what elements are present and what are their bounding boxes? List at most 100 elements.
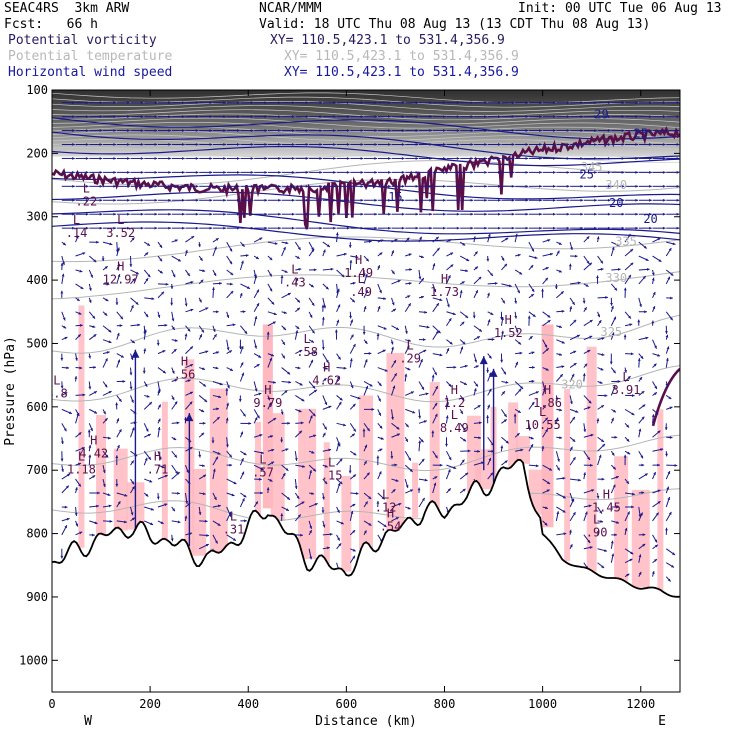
pv-extremum-marker: L bbox=[304, 332, 311, 346]
wind-vector-head bbox=[113, 213, 116, 216]
wind-vector-head bbox=[608, 213, 611, 216]
wind-vector-head bbox=[583, 373, 586, 376]
wind-vector-head bbox=[402, 185, 405, 188]
wind-vector-head bbox=[244, 519, 247, 522]
wind-vector-head bbox=[336, 232, 339, 235]
wind-vector-head bbox=[287, 422, 290, 425]
wind-vector-head bbox=[424, 311, 427, 314]
wind-vector-head bbox=[416, 227, 419, 230]
wind-vector-head bbox=[512, 185, 515, 188]
wind-vector-head bbox=[292, 199, 295, 202]
wind-vector-head bbox=[562, 310, 565, 313]
wind-vector-head bbox=[210, 213, 213, 216]
wind-vector-head bbox=[129, 264, 132, 267]
wind-vector-head bbox=[608, 157, 611, 160]
wind-vector-head bbox=[113, 171, 116, 174]
wind-vector-head bbox=[409, 268, 412, 271]
wind-vector-head bbox=[432, 375, 435, 378]
wind-vector-head bbox=[155, 199, 158, 202]
pv-extremum-marker: H bbox=[441, 272, 448, 286]
pv-extremum-value: .15 bbox=[321, 469, 343, 483]
wind-vector-head bbox=[567, 157, 570, 160]
wind-vector-head bbox=[374, 157, 377, 160]
x-tick-label: 800 bbox=[434, 697, 456, 711]
updraft-vector-head bbox=[480, 356, 488, 364]
pv-extremum-value: .58 bbox=[296, 345, 318, 359]
wind-vector-head bbox=[402, 171, 405, 174]
west-label: W bbox=[84, 714, 92, 729]
wind-vector-head bbox=[528, 316, 531, 319]
wind-vector-head bbox=[675, 464, 678, 467]
wind-vector-head bbox=[484, 185, 487, 188]
pv-extremum-value: .49 bbox=[350, 285, 372, 299]
wind-vector-head bbox=[86, 157, 89, 160]
wind-vector-head bbox=[553, 213, 556, 216]
wind-vector-head bbox=[237, 157, 240, 160]
wind-vector-head bbox=[484, 157, 487, 160]
wind-vector-head bbox=[100, 185, 103, 188]
wind-vector-head bbox=[471, 157, 474, 160]
wind-vector-head bbox=[349, 316, 352, 319]
y-tick-label: 1000 bbox=[19, 653, 48, 667]
wind-vector-head bbox=[641, 464, 644, 467]
wind-vector-head bbox=[157, 343, 160, 346]
wind-vector-head bbox=[677, 227, 680, 230]
x-axis-label: Distance (km) bbox=[315, 714, 417, 729]
wind-vector-head bbox=[60, 358, 63, 361]
wind-vector-head bbox=[457, 227, 460, 230]
pv-extremum-value: 8.49 bbox=[440, 421, 469, 435]
wind-vector-head bbox=[155, 171, 158, 174]
wind-vector-head bbox=[615, 436, 618, 439]
pv-extremum-value: .90 bbox=[586, 526, 608, 540]
wind-vector-head bbox=[127, 171, 130, 174]
theta-label: 325 bbox=[600, 325, 622, 339]
pv-extremum-value: 1.86 bbox=[533, 396, 562, 410]
wind-vector-head bbox=[473, 316, 476, 319]
wind-vector-head bbox=[418, 440, 421, 443]
wind-vector-head bbox=[594, 199, 597, 202]
wind-vector-head bbox=[237, 171, 240, 174]
pv-extremum-marker: L bbox=[259, 453, 266, 467]
wind-vector-head bbox=[555, 286, 558, 289]
wind-vector-head bbox=[484, 171, 487, 174]
wind-vector-head bbox=[210, 227, 213, 230]
wind-vector-head bbox=[369, 352, 372, 355]
wind-vector-head bbox=[292, 213, 295, 216]
wind-vector-head bbox=[88, 387, 91, 390]
x-tick-label: 400 bbox=[237, 697, 259, 711]
wind-vector-head bbox=[165, 324, 168, 327]
pv-extremum-marker: L bbox=[117, 213, 124, 227]
wind-vector-head bbox=[512, 227, 515, 230]
pv-extremum-value: .57 bbox=[252, 466, 274, 480]
wind-vector-head bbox=[157, 497, 160, 500]
wind-vector-head bbox=[251, 213, 254, 216]
wind-vector-head bbox=[361, 171, 364, 174]
pv-extremum-marker: H bbox=[505, 313, 512, 327]
wind-vector-head bbox=[230, 283, 233, 286]
wind-speed-label: 20 bbox=[643, 212, 657, 226]
wind-vector-head bbox=[374, 199, 377, 202]
theta-label: 320 bbox=[561, 377, 583, 391]
wind-vector-head bbox=[349, 245, 352, 248]
wind-vector-head bbox=[278, 227, 281, 230]
wind-vector-head bbox=[388, 171, 391, 174]
theta-label: 340 bbox=[605, 178, 627, 192]
wind-vector-head bbox=[168, 227, 171, 230]
wind-vector-head bbox=[649, 171, 652, 174]
wind-vector-head bbox=[665, 331, 668, 334]
wind-vector-head bbox=[168, 157, 171, 160]
wind-vector-head bbox=[567, 171, 570, 174]
wind-vector-head bbox=[229, 464, 232, 467]
wind-vector-head bbox=[219, 282, 222, 285]
shaded-region bbox=[657, 409, 663, 590]
wind-vector-head bbox=[498, 199, 501, 202]
wind-vector-head bbox=[196, 227, 199, 230]
wind-vector-head bbox=[624, 288, 627, 291]
wind-vector-head bbox=[361, 213, 364, 216]
pv-extremum-value: 10.55 bbox=[525, 418, 561, 432]
wind-vector-head bbox=[223, 227, 226, 230]
wind-vector-head bbox=[526, 171, 529, 174]
pv-extremum-value: .54 bbox=[380, 519, 402, 533]
pv-extremum-value: .43 bbox=[284, 275, 306, 289]
wind-vector-head bbox=[177, 492, 180, 495]
